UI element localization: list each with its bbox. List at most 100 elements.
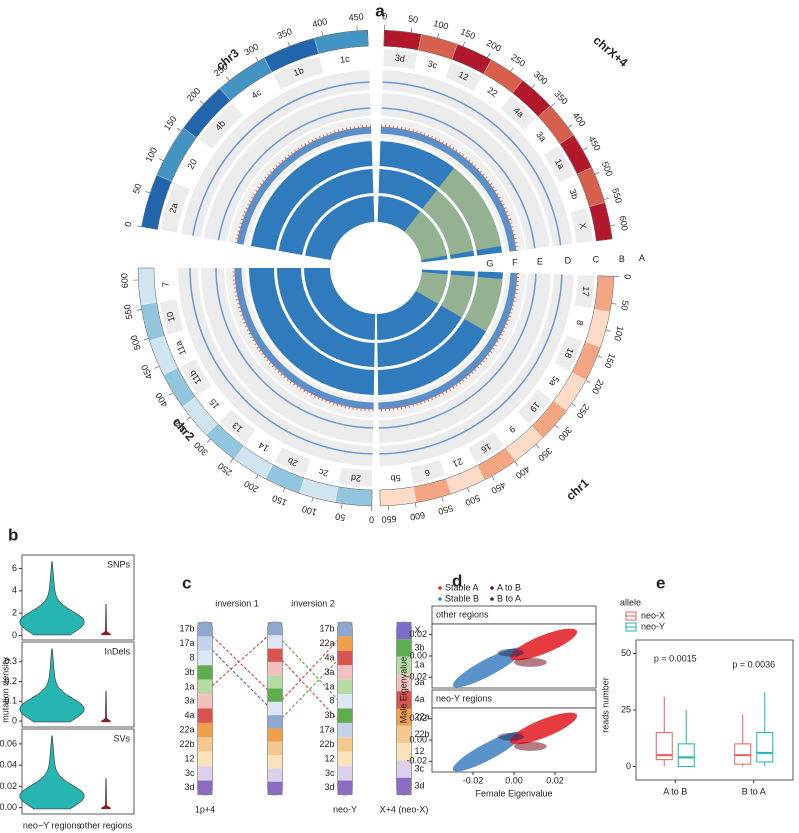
tick-mark (282, 487, 286, 493)
band (396, 725, 412, 744)
y-tick-label: 0.2 (4, 676, 17, 686)
y-axis-label: mutation density (0, 657, 10, 723)
band-label: 12 (324, 753, 334, 763)
chromosome-name: 1p+4 (195, 804, 215, 814)
y-tick-label: 0.02 (409, 629, 427, 639)
legend-label: B to A (497, 593, 521, 603)
band (337, 708, 353, 723)
legend-label: Stable B (445, 593, 479, 603)
tick-label: 550 (610, 187, 624, 204)
chromosome-outline (197, 621, 213, 796)
tick-mark (441, 496, 444, 502)
band (197, 694, 213, 709)
chromosome-outline (267, 621, 283, 796)
tick-label: 550 (122, 304, 134, 321)
y-tick-label: 6 (12, 563, 17, 573)
inversion-arrow (281, 659, 339, 721)
track-b-line (189, 267, 373, 455)
inversion-arrow (211, 649, 269, 707)
segment-label: 9 (507, 424, 517, 435)
panel-label: d (452, 571, 462, 590)
segment-label: 12 (457, 69, 470, 82)
tick-mark (255, 474, 259, 480)
band-label: 3a (184, 696, 194, 706)
tick-label: 400 (311, 16, 328, 29)
track-b (178, 268, 373, 466)
track-c (201, 268, 374, 443)
x-tick-label: B to A (742, 786, 766, 796)
track-c-line (381, 107, 536, 249)
segment-label: 2c (317, 466, 329, 478)
track-label: G (486, 258, 493, 268)
track-c-line (215, 267, 374, 429)
violin (19, 648, 85, 723)
track-label: B (619, 254, 625, 264)
legend-marker (438, 597, 442, 601)
tick-mark (514, 461, 518, 466)
band-label: 3a (324, 667, 334, 677)
y-axis-label: Male Eigenvalue (398, 657, 408, 724)
band (267, 728, 283, 742)
band (337, 636, 353, 651)
tick-label: 550 (437, 503, 454, 517)
band (197, 665, 213, 680)
band (396, 639, 412, 657)
track-d-band (380, 124, 519, 251)
band (337, 694, 353, 709)
cloud-a (509, 628, 578, 661)
tick-label: 0 (369, 515, 374, 525)
box (677, 743, 695, 767)
track-c (203, 93, 371, 242)
band (396, 622, 412, 640)
tick-mark (605, 329, 611, 332)
tick-label: 0 (123, 221, 134, 228)
band (337, 679, 353, 695)
tick-mark (585, 380, 591, 384)
y-tick-label: 25 (621, 704, 631, 714)
tick-label: 50 (407, 13, 418, 24)
tick-mark (610, 224, 616, 227)
track-label: D (565, 256, 572, 266)
band-label: X (415, 625, 421, 635)
band-label: 12 (415, 746, 425, 756)
band (396, 673, 412, 692)
segment-label: 21 (451, 456, 464, 469)
legend-label: A to B (497, 582, 521, 592)
track-label: E (537, 257, 543, 267)
tick-label: 600 (119, 273, 130, 289)
tick-label: 450 (348, 12, 364, 23)
legend-marker (490, 597, 494, 601)
band (337, 665, 353, 680)
band (396, 691, 412, 709)
panel-label: a (375, 1, 385, 20)
y-tick-label: 0.3 (4, 656, 17, 666)
facet-title: neo-Y regions (436, 693, 492, 703)
band-label: 22b (415, 729, 430, 739)
chromosome (267, 622, 283, 795)
band-label: 22a (179, 725, 194, 735)
tick-mark (554, 424, 559, 429)
band (267, 648, 283, 662)
band (267, 768, 283, 782)
y-tick-label: 0 (12, 630, 17, 640)
tick-mark (225, 76, 230, 81)
band-label: 22b (319, 739, 334, 749)
band-label: 3b (324, 710, 334, 720)
tick-label: 50 (619, 300, 630, 311)
tick-mark (158, 158, 164, 162)
segment-cell (319, 48, 370, 74)
segment-label: X (577, 222, 588, 230)
band-label: 3c (415, 763, 425, 773)
cloud-b (452, 731, 523, 772)
cloud-ab (514, 657, 547, 667)
band (267, 715, 283, 729)
y-tick-label: -0.02 (406, 672, 427, 682)
segment-label: 13 (230, 420, 244, 434)
tick-mark (550, 103, 555, 108)
legend-label: Stable A (445, 582, 479, 592)
heat-ring (304, 268, 376, 340)
band (267, 755, 283, 769)
tick-mark (414, 502, 417, 508)
tick-mark (143, 338, 149, 341)
chromosome-outline (379, 275, 615, 507)
